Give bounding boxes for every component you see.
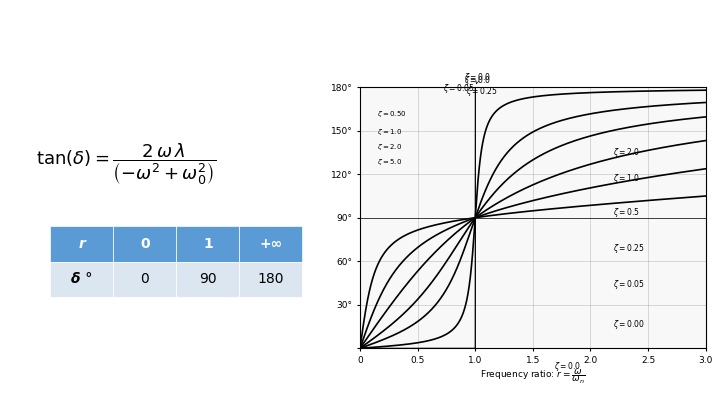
Text: $\zeta = 0.0$: $\zeta = 0.0$	[464, 71, 491, 84]
FancyBboxPatch shape	[114, 262, 176, 297]
FancyBboxPatch shape	[50, 226, 114, 262]
Text: $\zeta = 0.0$: $\zeta = 0.0$	[464, 74, 491, 87]
Text: 1: 1	[203, 237, 213, 251]
Text: $\zeta = 0.50$: $\zeta = 0.50$	[377, 109, 407, 119]
Text: δ °: δ °	[71, 272, 93, 286]
Text: $\zeta = 0.25$: $\zeta = 0.25$	[466, 85, 498, 98]
Text: $\tan(\delta) = \dfrac{2\,\omega\,\lambda}{\left(-\omega^2 + \omega_0^2\right)}$: $\tan(\delta) = \dfrac{2\,\omega\,\lambd…	[36, 141, 216, 187]
Text: $\zeta = 0.05$: $\zeta = 0.05$	[613, 278, 645, 291]
Text: $\zeta = 2.0$: $\zeta = 2.0$	[613, 146, 641, 159]
Text: $\zeta = 1.0$: $\zeta = 1.0$	[613, 173, 641, 185]
Text: Solution de l’équation différentielle: Solution de l’équation différentielle	[15, 28, 322, 43]
FancyBboxPatch shape	[239, 262, 302, 297]
Text: 90: 90	[199, 272, 217, 286]
Text: $\zeta = 0.05$: $\zeta = 0.05$	[443, 83, 474, 96]
Text: r: r	[78, 237, 86, 251]
Text: Vibrations Mécaniques – Dr Rahmoue Chemseddine: Vibrations Mécaniques – Dr Rahmoue Chems…	[400, 379, 702, 390]
Text: 0: 0	[140, 237, 150, 251]
Text: $\zeta = 0.00$: $\zeta = 0.00$	[613, 318, 645, 330]
Text: $\zeta = 0.5$: $\zeta = 0.5$	[613, 206, 641, 219]
Text: Etude du déphasage: Etude du déphasage	[463, 28, 639, 43]
FancyBboxPatch shape	[114, 226, 176, 262]
Text: http://ch-rahmoune.univ-boumerdes.dz/: http://ch-rahmoune.univ-boumerdes.dz/	[73, 380, 308, 390]
FancyBboxPatch shape	[239, 226, 302, 262]
FancyBboxPatch shape	[176, 226, 239, 262]
Text: $\zeta = 0.25$: $\zeta = 0.25$	[613, 242, 645, 255]
Text: 180: 180	[258, 272, 284, 286]
FancyBboxPatch shape	[176, 262, 239, 297]
Text: $\zeta = 0.0$: $\zeta = 0.0$	[554, 360, 581, 373]
Text: 0: 0	[140, 272, 149, 286]
Text: +∞: +∞	[259, 237, 282, 251]
Text: $\zeta = 2.0$: $\zeta = 2.0$	[377, 143, 402, 152]
Text: $\zeta = 1.0$: $\zeta = 1.0$	[377, 126, 402, 136]
Text: $\zeta = 5.0$: $\zeta = 5.0$	[377, 157, 402, 167]
X-axis label: Frequency ratio: $r = \dfrac{\omega}{\omega_n}$: Frequency ratio: $r = \dfrac{\omega}{\om…	[480, 368, 585, 386]
FancyBboxPatch shape	[50, 262, 114, 297]
